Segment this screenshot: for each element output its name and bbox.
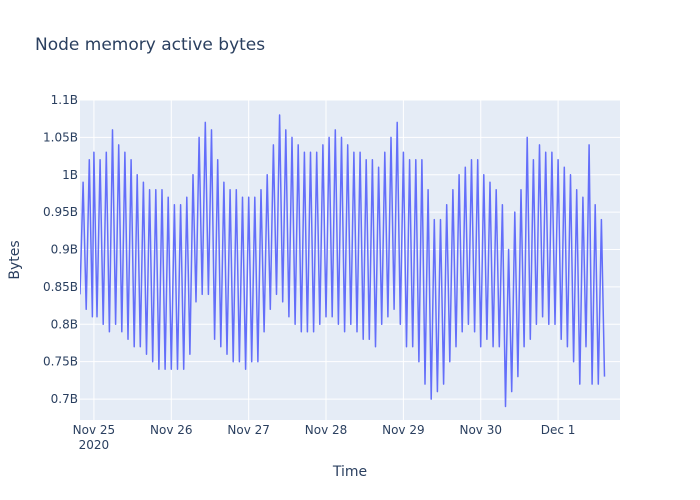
y-tick-label: 0.8B [51,317,78,331]
y-tick-label: 1.05B [43,130,78,144]
x-tick-label: Nov 28 [305,423,348,437]
x-tick-label: Nov 25 [73,423,116,437]
x-tick-label: Nov 30 [459,423,502,437]
y-axis-ticks: 0.7B 0.75B 0.8B 0.85B 0.9B 0.95B 1B 1.05B 1.1B [43,93,78,406]
x-gridlines [93,100,559,420]
y-axis-title: Bytes [7,240,23,279]
x-tick-label: Nov 29 [382,423,425,437]
y-tick-label: 0.75B [43,355,78,369]
series-layer [80,114,606,408]
y-tick-label: 1.1B [51,93,78,107]
x-tick-label: Nov 26 [150,423,193,437]
y-tick-label: 0.7B [51,392,78,406]
y-tick-label: 0.9B [51,243,78,257]
x-tick-year-label: 2020 [79,438,110,452]
y-tick-label: 0.95B [43,205,78,219]
series-line [80,114,606,408]
y-tick-label: 0.85B [43,280,78,294]
y-tick-label: 1B [62,168,78,182]
x-axis-title: Time [332,464,367,480]
x-tick-label: Dec 1 [541,423,576,437]
chart-title: Node memory active bytes [35,35,265,55]
x-tick-label: Nov 27 [227,423,270,437]
